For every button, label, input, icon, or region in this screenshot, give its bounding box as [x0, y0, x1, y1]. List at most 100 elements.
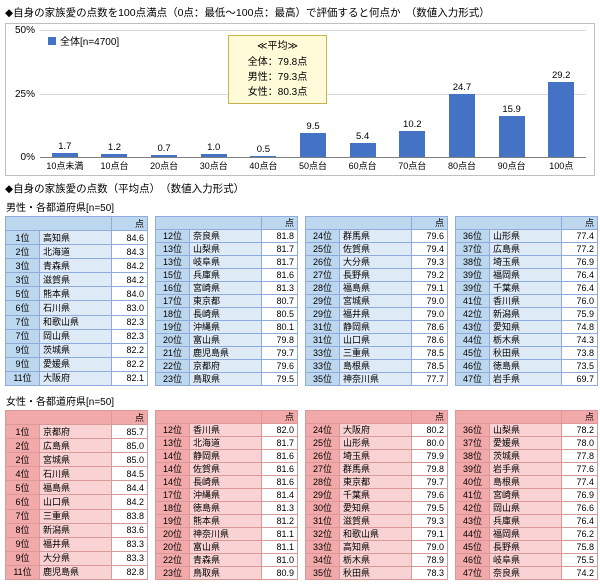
prefecture-cell: 高知県 [339, 540, 412, 554]
table-row: 27位 群馬県 79.8 [305, 462, 448, 476]
prefecture-cell: 広島県 [489, 242, 562, 256]
y-tick-label-50: 50% [14, 25, 35, 36]
rank-cell: 36位 [455, 423, 490, 437]
score-cell: 77.2 [561, 242, 598, 256]
table-row: 31位 静岡県 78.6 [305, 320, 448, 334]
table-row: 39位 岩手県 77.6 [455, 462, 598, 476]
female-rank-table-1: 点 1位 京都府 85.7 2位 広島県 85.0 2位 宮城県 85.0 4位 石川県 84.5 5位福… [5, 409, 148, 581]
bar [300, 133, 327, 157]
rank-cell: 17位 [155, 488, 190, 502]
x-axis-label: 70点台 [398, 161, 427, 171]
score-cell: 82.8 [111, 564, 148, 581]
rank-cell: 39位 [455, 268, 490, 282]
x-axis-label: 90点台 [497, 161, 526, 171]
prefecture-cell: 新潟県 [489, 307, 562, 321]
plot-area: 1.7 1.2 0.7 1.0 0.5 9.5 5.4 10.2 24.7 15.9 29.2 [40, 30, 586, 158]
table-row: 34位 栃木県 78.9 [305, 553, 448, 567]
gridline-50 [40, 30, 586, 31]
rank-cell: 39位 [455, 281, 490, 295]
prefecture-cell: 和歌山県 [39, 314, 112, 330]
table-row: 36位 山形県 77.4 [455, 229, 598, 243]
table-row: 47位 奈良県 74.2 [455, 566, 598, 580]
score-cell: 75.8 [561, 540, 598, 554]
bar-value-label: 5.4 [356, 131, 370, 142]
bar [548, 82, 575, 157]
average-line-female: 女性：80.3点 [247, 87, 308, 98]
score-cell: 81.3 [261, 281, 298, 295]
prefecture-cell: 愛知県 [489, 320, 562, 334]
prefecture-cell: 広島県 [39, 438, 112, 454]
prefecture-cell: 岐阜県 [189, 255, 262, 269]
rank-header-cell [305, 410, 412, 424]
rank-cell: 33位 [305, 540, 340, 554]
rank-cell: 37位 [455, 436, 490, 450]
score-cell: 77.4 [561, 475, 598, 489]
table-row: 8位 新潟県 83.6 [5, 522, 148, 538]
rank-cell: 46位 [455, 359, 490, 373]
prefecture-cell: 島根県 [489, 475, 562, 489]
prefecture-cell: 徳島県 [489, 359, 562, 373]
table-row: 18位 徳島県 81.3 [155, 501, 298, 515]
score-cell: 84.0 [111, 286, 148, 302]
prefecture-cell: 山口県 [39, 494, 112, 510]
bar-value-label: 10.2 [403, 119, 422, 130]
rank-header-cell [5, 409, 112, 426]
score-cell: 78.5 [411, 359, 448, 373]
prefecture-cell: 茨城県 [489, 449, 562, 463]
table-row: 9位 愛媛県 82.2 [5, 356, 148, 372]
rank-cell: 11位 [5, 370, 40, 387]
prefecture-cell: 北海道 [189, 436, 262, 450]
score-cell: 77.6 [561, 462, 598, 476]
score-cell: 81.4 [261, 488, 298, 502]
score-cell: 76.4 [561, 268, 598, 282]
rank-cell: 29位 [305, 488, 340, 502]
bar-column: 15.9 [487, 104, 537, 157]
score-cell: 81.0 [261, 553, 298, 567]
table-row: 15位 兵庫県 81.6 [155, 268, 298, 282]
rank-cell: 35位 [305, 566, 340, 580]
table-row: 12位 香川県 82.0 [155, 423, 298, 437]
prefecture-cell: 福岡県 [489, 527, 562, 541]
table-row: 9位 茨城県 82.2 [5, 342, 148, 358]
prefecture-cell: 千葉県 [339, 488, 412, 502]
score-cell: 80.9 [261, 566, 298, 580]
prefecture-cell: 茨城県 [39, 342, 112, 358]
table-row: 47位 岩手県 69.7 [455, 372, 598, 386]
score-cell: 79.4 [411, 242, 448, 256]
table-row: 6位 石川県 83.0 [5, 300, 148, 316]
table-header-row: 点 [155, 410, 298, 424]
score-header-cell: 点 [111, 409, 148, 426]
prefecture-cell: 岡山県 [39, 328, 112, 344]
rank-cell: 37位 [455, 242, 490, 256]
rank-cell: 23位 [155, 372, 190, 386]
table-row: 28位 東京都 79.7 [305, 475, 448, 489]
bar [101, 154, 128, 157]
score-cell: 77.7 [411, 372, 448, 386]
table-row: 5位 熊本県 84.0 [5, 286, 148, 302]
rank-cell: 2位 [5, 438, 40, 454]
prefecture-cell: 埼玉県 [489, 255, 562, 269]
rank-cell: 26位 [305, 449, 340, 463]
prefecture-cell: 秋田県 [339, 566, 412, 580]
score-cell: 78.0 [561, 436, 598, 450]
rank-cell: 30位 [305, 501, 340, 515]
rank-cell: 20位 [155, 527, 190, 541]
prefecture-cell: 福島県 [39, 480, 112, 496]
prefecture-cell: 群馬県 [339, 229, 412, 243]
bar-column: 24.7 [437, 82, 487, 157]
table-row: 20位 神奈川県 81.1 [155, 527, 298, 541]
rank-cell: 31位 [305, 320, 340, 334]
prefecture-cell: 大阪府 [39, 370, 112, 387]
male-rank-table-3: 点 24位 群馬県 79.6 25位 佐賀県 79.4 26位 大分県 79.3 27位 長野県 79.… [305, 216, 448, 386]
x-axis-label: 50点台 [299, 161, 328, 171]
prefecture-cell: 岩手県 [489, 372, 562, 386]
prefecture-cell: 愛媛県 [39, 356, 112, 372]
female-rank-table-3: 点 24位 大阪府 80.2 25位 山形県 80.0 26位 埼玉県 79.9 27位 群馬県 79.… [305, 410, 448, 580]
table-row: 45位 長野県 75.8 [455, 540, 598, 554]
score-cell: 76.4 [561, 514, 598, 528]
prefecture-cell: 高知県 [39, 230, 112, 246]
bar-column: 0.5 [239, 144, 289, 157]
bar [250, 156, 277, 157]
table-row: 29位 福井県 79.0 [305, 307, 448, 321]
bars-area: 1.7 1.2 0.7 1.0 0.5 9.5 5.4 10.2 24.7 15.9 29.2 [40, 30, 586, 157]
